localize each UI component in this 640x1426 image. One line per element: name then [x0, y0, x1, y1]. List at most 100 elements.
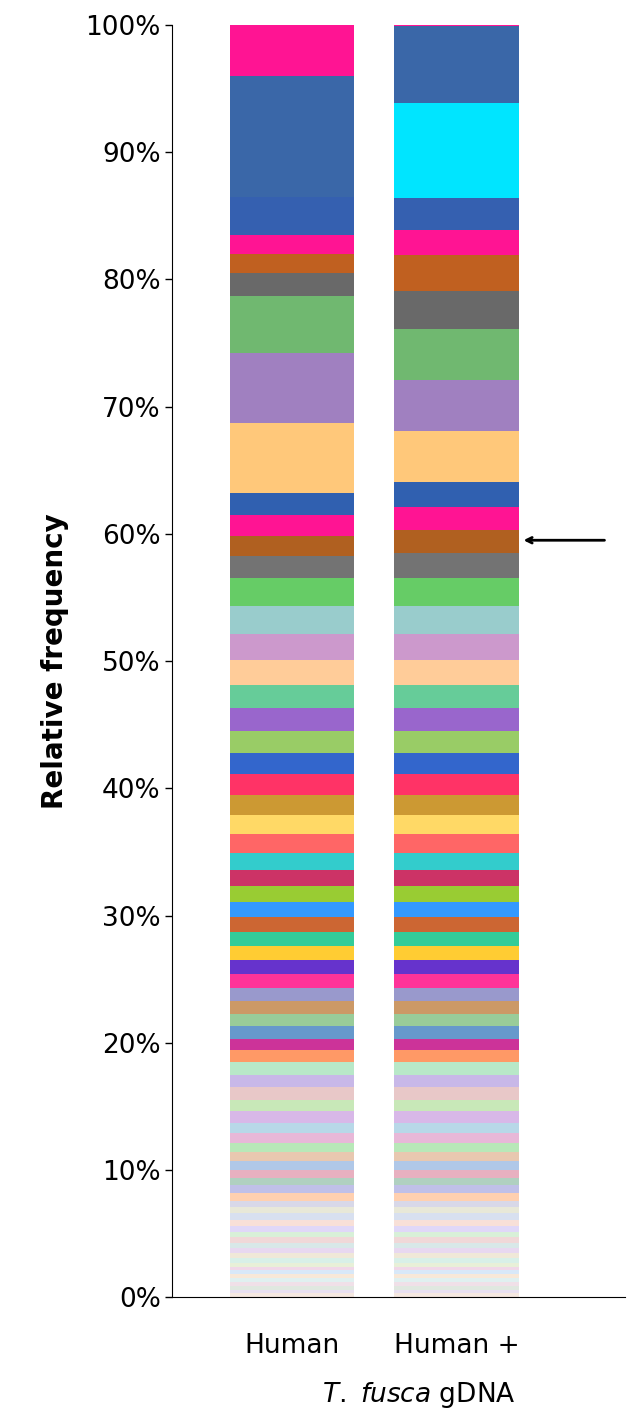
- Bar: [230, 887, 355, 901]
- Bar: [394, 933, 518, 945]
- Bar: [230, 424, 355, 493]
- Bar: [230, 1169, 355, 1178]
- Bar: [394, 1263, 518, 1266]
- Bar: [230, 917, 355, 933]
- Bar: [230, 709, 355, 732]
- Bar: [394, 1178, 518, 1185]
- Bar: [394, 974, 518, 988]
- Bar: [230, 1214, 355, 1219]
- Bar: [230, 1275, 355, 1278]
- Bar: [394, 709, 518, 732]
- Bar: [230, 274, 355, 297]
- Bar: [230, 1144, 355, 1152]
- Bar: [394, 1185, 518, 1194]
- Bar: [230, 1271, 355, 1275]
- Bar: [230, 1001, 355, 1014]
- Bar: [394, 606, 518, 635]
- Bar: [394, 1258, 518, 1263]
- Bar: [394, 1169, 518, 1178]
- Bar: [394, 291, 518, 329]
- Bar: [394, 686, 518, 709]
- Bar: [230, 606, 355, 635]
- Bar: [230, 354, 355, 424]
- Bar: [230, 1134, 355, 1144]
- Bar: [230, 1286, 355, 1289]
- Bar: [394, 1232, 518, 1238]
- Bar: [230, 197, 355, 235]
- Bar: [230, 686, 355, 709]
- Bar: [394, 553, 518, 579]
- Bar: [230, 1027, 355, 1040]
- Bar: [230, 816, 355, 834]
- Bar: [230, 1232, 355, 1238]
- Bar: [230, 1051, 355, 1062]
- Bar: [394, 1271, 518, 1275]
- Bar: [230, 556, 355, 579]
- Y-axis label: Relative frequency: Relative frequency: [40, 513, 68, 809]
- Bar: [394, 1051, 518, 1062]
- Bar: [230, 579, 355, 606]
- Bar: [394, 103, 518, 198]
- Text: Human: Human: [244, 1333, 340, 1359]
- Bar: [230, 732, 355, 753]
- Bar: [230, 1206, 355, 1214]
- Bar: [230, 1263, 355, 1266]
- Bar: [230, 493, 355, 515]
- Bar: [230, 1178, 355, 1185]
- Bar: [394, 1134, 518, 1144]
- Bar: [230, 1278, 355, 1282]
- Text: $\it{T.\ fusca}$ gDNA: $\it{T.\ fusca}$ gDNA: [323, 1379, 516, 1410]
- Bar: [230, 1252, 355, 1258]
- Bar: [394, 1201, 518, 1206]
- Bar: [230, 1289, 355, 1293]
- Bar: [394, 1238, 518, 1242]
- Bar: [230, 1111, 355, 1122]
- Bar: [230, 974, 355, 988]
- Bar: [394, 1226, 518, 1232]
- Bar: [394, 1122, 518, 1134]
- Bar: [230, 794, 355, 816]
- Bar: [394, 1293, 518, 1298]
- Bar: [230, 0, 355, 76]
- Bar: [394, 431, 518, 482]
- Bar: [230, 1062, 355, 1075]
- Bar: [394, 945, 518, 960]
- Bar: [230, 901, 355, 917]
- Bar: [394, 1219, 518, 1226]
- Bar: [394, 1289, 518, 1293]
- Bar: [394, 1161, 518, 1169]
- Bar: [394, 530, 518, 553]
- Bar: [230, 1201, 355, 1206]
- Bar: [394, 901, 518, 917]
- Bar: [394, 1248, 518, 1252]
- Bar: [230, 76, 355, 197]
- Bar: [394, 794, 518, 816]
- Bar: [394, 1278, 518, 1282]
- Bar: [394, 1242, 518, 1248]
- Bar: [394, 635, 518, 660]
- Bar: [394, 1282, 518, 1286]
- Bar: [230, 1248, 355, 1252]
- Bar: [394, 816, 518, 834]
- Bar: [230, 1014, 355, 1027]
- Bar: [394, 329, 518, 379]
- Bar: [394, 1266, 518, 1271]
- Bar: [230, 1258, 355, 1263]
- Bar: [230, 635, 355, 660]
- Bar: [394, 1144, 518, 1152]
- Bar: [230, 297, 355, 354]
- Bar: [230, 1266, 355, 1271]
- Bar: [230, 1293, 355, 1298]
- Bar: [394, 1152, 518, 1161]
- Bar: [394, 917, 518, 933]
- Bar: [394, 230, 518, 255]
- Bar: [394, 26, 518, 103]
- Bar: [230, 988, 355, 1001]
- Bar: [394, 0, 518, 26]
- Bar: [230, 753, 355, 774]
- Bar: [230, 1242, 355, 1248]
- Bar: [394, 774, 518, 794]
- Bar: [394, 887, 518, 901]
- Bar: [394, 1075, 518, 1087]
- Bar: [230, 1087, 355, 1099]
